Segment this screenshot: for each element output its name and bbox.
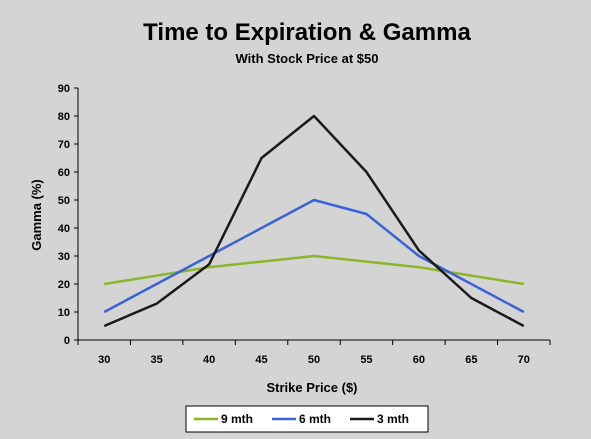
series-line-6-mth <box>103 198 525 314</box>
y-tick-label: 60 <box>58 167 70 179</box>
series-line-3-mth <box>103 114 525 328</box>
y-tick-label: 50 <box>58 195 70 207</box>
x-tick-label: 45 <box>255 354 267 366</box>
legend-label: 3 mth <box>377 412 409 426</box>
legend-label: 6 mth <box>299 412 331 426</box>
legend: 9 mth 6 mth 3 mth <box>185 405 429 433</box>
y-tick-label: 70 <box>58 139 70 151</box>
x-tick-label: 60 <box>413 354 425 366</box>
y-tick-label: 90 <box>58 83 70 95</box>
axes <box>74 87 551 345</box>
x-tick-label: 40 <box>203 354 215 366</box>
legend-label: 9 mth <box>221 412 253 426</box>
y-tick-label: 0 <box>64 335 70 347</box>
chart-title: Time to Expiration & Gamma <box>143 19 471 46</box>
y-tick-label: 20 <box>58 279 70 291</box>
x-tick-label: 65 <box>465 354 477 366</box>
legend-box <box>185 405 429 433</box>
y-tick-label: 10 <box>58 307 70 319</box>
y-tick-label: 80 <box>58 111 70 123</box>
x-tick-label: 35 <box>151 354 163 366</box>
series-line-9-mth <box>104 254 524 286</box>
y-axis-label: Gamma (%) <box>29 179 44 251</box>
x-tick-label: 50 <box>308 354 320 366</box>
y-tick-label: 40 <box>58 223 70 235</box>
series-lines <box>103 114 525 328</box>
y-tick-label: 30 <box>58 251 70 263</box>
x-axis-label: Strike Price ($) <box>266 380 357 395</box>
chart-subtitle: With Stock Price at $50 <box>236 51 379 66</box>
tick-labels: 0 10 20 30 40 50 60 70 80 90 30 35 40 45 50 55 60 65 70 <box>58 83 530 366</box>
x-tick-label: 70 <box>518 354 530 366</box>
x-tick-label: 30 <box>98 354 110 366</box>
x-tick-label: 55 <box>360 354 372 366</box>
